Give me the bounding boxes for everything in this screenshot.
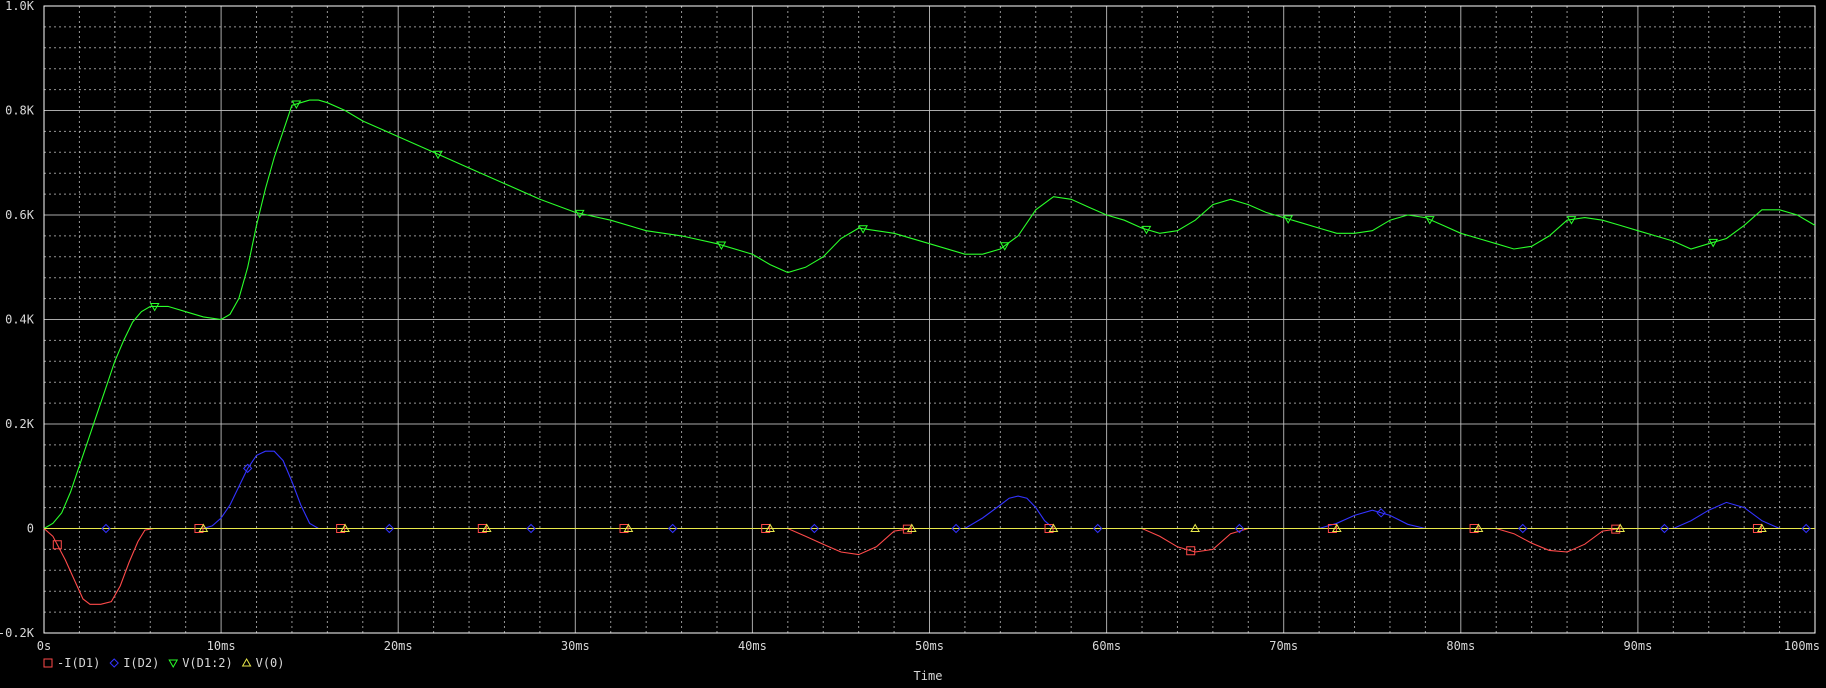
- series-marker-2: [716, 241, 727, 251]
- series-marker-2: [1283, 215, 1293, 224]
- series-markers: [52, 100, 1811, 556]
- series-marker-3: [1048, 523, 1059, 532]
- series-marker-1: [1376, 508, 1386, 518]
- legend-marker: [241, 657, 252, 667]
- series-marker-2: [1566, 216, 1577, 225]
- series-marker-3: [1615, 523, 1626, 532]
- series-traces: [43, 99, 1816, 605]
- series-marker-2: [999, 242, 1010, 251]
- series-marker-2: [1141, 225, 1152, 235]
- series-marker-0: [1469, 524, 1479, 533]
- series-marker-0: [761, 524, 771, 533]
- series-marker-0: [1327, 524, 1337, 533]
- series-marker-0: [336, 524, 346, 533]
- x-tick-label: 40ms: [738, 639, 767, 653]
- x-tick-label: 10ms: [207, 639, 236, 653]
- y-tick-label: 0.4K: [5, 313, 35, 327]
- series-marker-1: [242, 463, 253, 474]
- series-marker-0: [477, 524, 487, 533]
- x-tick-label: 30ms: [561, 639, 590, 653]
- series-marker-3: [198, 523, 209, 532]
- x-tick-label: 20ms: [384, 639, 413, 653]
- y-tick-label: -0.2K: [0, 626, 35, 640]
- series-marker-0: [1186, 546, 1196, 556]
- series-marker-1: [1234, 523, 1245, 534]
- series-marker-0: [902, 524, 912, 534]
- series-marker-3: [481, 523, 492, 532]
- legend-label: V(0): [256, 656, 285, 670]
- series-marker-3: [340, 523, 350, 532]
- legend-marker: [109, 658, 119, 668]
- series-marker-3: [765, 523, 775, 532]
- series-marker-3: [1331, 523, 1342, 532]
- plot-frame: [43, 5, 1816, 634]
- legend-label: -I(D1): [57, 656, 100, 670]
- y-tick-label: 0.8K: [5, 104, 35, 118]
- series-marker-1: [1518, 523, 1528, 534]
- y-tick-label: 1.0K: [5, 0, 35, 13]
- legend-label: V(D1:2): [182, 656, 233, 670]
- series-marker-2: [433, 150, 443, 160]
- legend-label: I(D2): [123, 656, 159, 670]
- series-marker-1: [667, 523, 678, 534]
- series-marker-2: [858, 225, 868, 234]
- series-marker-1: [1093, 523, 1103, 534]
- x-tick-label: 100ms: [1784, 639, 1820, 653]
- series-marker-3: [1190, 523, 1201, 532]
- series-marker-3: [1473, 523, 1484, 532]
- x-tick-label: 0s: [37, 639, 51, 653]
- series-marker-3: [623, 523, 634, 532]
- x-tick-label: 80ms: [1446, 639, 1475, 653]
- series-marker-3: [906, 523, 917, 532]
- legend-marker: [168, 659, 179, 669]
- series-marker-1: [1801, 523, 1811, 534]
- series-marker-0: [194, 524, 204, 533]
- series-marker-2: [1424, 216, 1435, 225]
- series-marker-1: [526, 523, 536, 534]
- series-marker-1: [1659, 523, 1670, 534]
- series-marker-2: [149, 302, 160, 312]
- y-tick-label: 0.2K: [5, 417, 35, 431]
- series-marker-0: [52, 540, 62, 550]
- series-marker-0: [1611, 524, 1621, 534]
- legend-marker: [43, 658, 53, 668]
- x-tick-label: 50ms: [915, 639, 944, 653]
- series-marker-1: [101, 523, 111, 534]
- x-axis-label: Time: [914, 669, 943, 683]
- series-marker-1: [809, 523, 820, 534]
- series-marker-3: [1757, 523, 1767, 532]
- series-marker-2: [574, 209, 585, 219]
- legend: -I(D1) I(D2) V(D1:2) V(0): [43, 656, 285, 670]
- x-tick-label: 70ms: [1269, 639, 1298, 653]
- x-tick-label: 90ms: [1623, 639, 1652, 653]
- series-marker-0: [1752, 524, 1762, 533]
- series-marker-2: [291, 100, 302, 109]
- series-marker-0: [1044, 524, 1054, 533]
- series-marker-1: [951, 523, 961, 534]
- y-tick-label: 0: [27, 522, 34, 536]
- series-line-2: [43, 99, 1816, 529]
- series-marker-0: [619, 524, 629, 533]
- series-marker-1: [384, 523, 395, 534]
- grid: [43, 5, 1816, 634]
- x-tick-label: 60ms: [1092, 639, 1121, 653]
- y-tick-label: 0.6K: [5, 208, 35, 222]
- series-marker-2: [1708, 238, 1719, 248]
- tick-labels: 0s 10ms 20ms 30ms 40ms 50ms 60ms 70ms 80ms 90ms 10…: [0, 0, 1820, 653]
